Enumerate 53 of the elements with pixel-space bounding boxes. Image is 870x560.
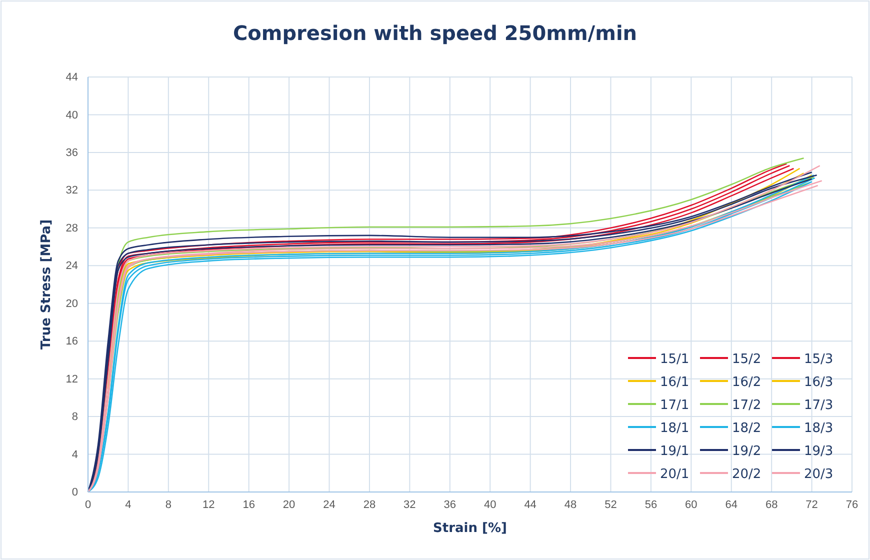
- y-tick-label: 44: [66, 72, 78, 84]
- legend-label: 15/2: [732, 352, 762, 367]
- legend-label: 20/2: [732, 467, 762, 482]
- y-tick-label: 24: [66, 260, 78, 272]
- x-tick-label: 60: [685, 498, 698, 511]
- x-tick-label: 20: [282, 498, 296, 511]
- legend-label: 16/1: [660, 375, 690, 390]
- legend-label: 15/3: [804, 352, 834, 367]
- x-tick-label: 48: [564, 498, 577, 511]
- y-tick-label: 32: [66, 184, 78, 197]
- y-tick-label: 12: [66, 373, 78, 386]
- legend-label: 18/2: [732, 421, 762, 436]
- x-tick-label: 68: [765, 498, 778, 511]
- x-tick-label: 28: [363, 498, 376, 511]
- y-tick-label: 16: [66, 336, 78, 348]
- legend-label: 19/2: [732, 444, 762, 459]
- x-axis-title: Strain [%]: [433, 521, 507, 536]
- x-tick-label: 40: [484, 498, 496, 511]
- x-tick-label: 72: [806, 498, 818, 511]
- x-tick-label: 4: [125, 498, 132, 511]
- legend-label: 20/3: [804, 467, 834, 482]
- legend-label: 17/3: [804, 398, 834, 413]
- x-tick-label: 0: [84, 498, 92, 511]
- legend-label: 20/1: [660, 467, 690, 482]
- y-tick-label: 40: [66, 109, 78, 122]
- y-tick-label: 28: [66, 222, 78, 234]
- x-tick-label: 12: [202, 498, 215, 511]
- y-tick-label: 8: [72, 411, 78, 424]
- x-tick-label: 32: [404, 498, 416, 511]
- x-tick-label: 64: [725, 498, 738, 511]
- x-tick-label: 24: [323, 498, 336, 511]
- y-tick-label: 20: [66, 298, 78, 310]
- legend-label: 17/1: [660, 398, 690, 413]
- y-tick-label: 36: [66, 146, 78, 159]
- legend-label: 19/3: [804, 444, 834, 459]
- x-tick-label: 36: [444, 498, 456, 511]
- legend-label: 17/2: [732, 398, 762, 413]
- legend-label: 15/1: [660, 352, 690, 367]
- x-tick-label: 76: [846, 498, 858, 511]
- y-tick-label: 0: [72, 486, 78, 499]
- legend-label: 16/2: [732, 375, 762, 390]
- legend-label: 16/3: [804, 375, 834, 390]
- y-tick-label: 4: [72, 448, 78, 461]
- legend-label: 19/1: [660, 444, 690, 459]
- legend-label: 18/3: [804, 421, 834, 436]
- legend-label: 18/1: [660, 421, 690, 436]
- chart-title: Compresion with speed 250mm/min: [232, 21, 638, 45]
- x-tick-label: 44: [524, 498, 536, 511]
- y-axis-title: True Stress [MPa]: [39, 219, 54, 350]
- x-tick-label: 52: [604, 498, 617, 511]
- x-tick-label: 16: [242, 498, 255, 511]
- x-tick-label: 56: [644, 498, 658, 511]
- x-tick-label: 8: [165, 498, 172, 511]
